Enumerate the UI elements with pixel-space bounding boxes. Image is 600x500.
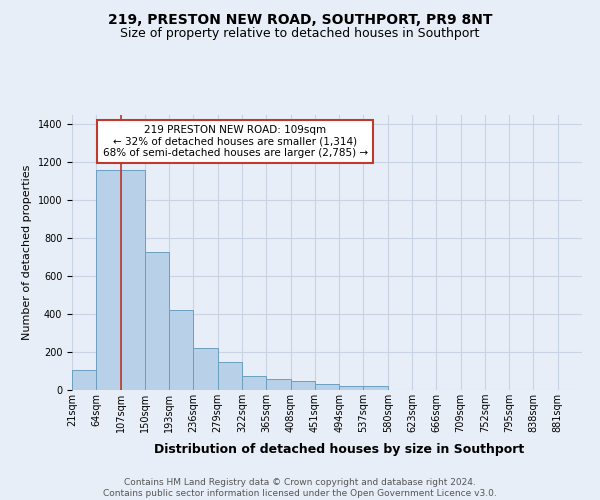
Bar xyxy=(339,386,364,390)
Bar xyxy=(218,362,242,390)
Text: 219 PRESTON NEW ROAD: 109sqm
← 32% of detached houses are smaller (1,314)
68% of: 219 PRESTON NEW ROAD: 109sqm ← 32% of de… xyxy=(103,125,368,158)
Y-axis label: Number of detached properties: Number of detached properties xyxy=(22,165,32,340)
Text: Contains HM Land Registry data © Crown copyright and database right 2024.
Contai: Contains HM Land Registry data © Crown c… xyxy=(103,478,497,498)
Text: Distribution of detached houses by size in Southport: Distribution of detached houses by size … xyxy=(154,442,524,456)
Bar xyxy=(290,380,315,390)
Bar xyxy=(242,376,266,390)
Bar xyxy=(72,370,96,390)
Bar xyxy=(169,310,193,390)
Text: Size of property relative to detached houses in Southport: Size of property relative to detached ho… xyxy=(121,28,479,40)
Bar xyxy=(96,170,121,390)
Bar xyxy=(315,384,339,390)
Bar xyxy=(145,252,169,390)
Bar xyxy=(121,170,145,390)
Bar xyxy=(266,378,290,390)
Bar xyxy=(193,348,218,390)
Bar xyxy=(364,386,388,390)
Text: 219, PRESTON NEW ROAD, SOUTHPORT, PR9 8NT: 219, PRESTON NEW ROAD, SOUTHPORT, PR9 8N… xyxy=(108,12,492,26)
